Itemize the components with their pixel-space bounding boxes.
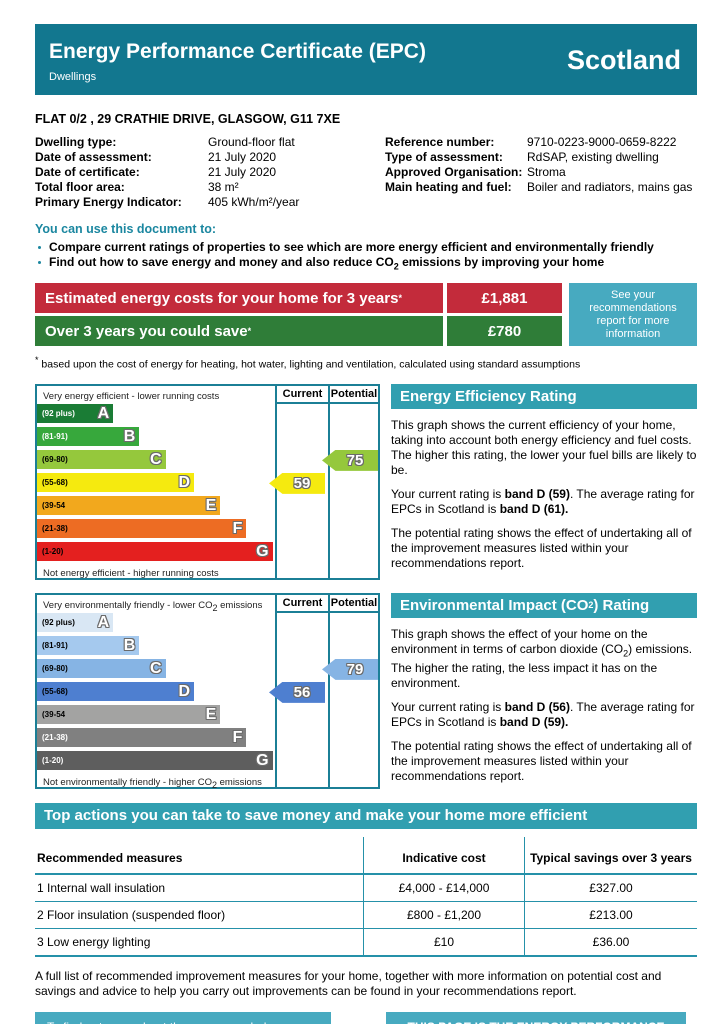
full-list-paragraph: A full list of recommended improvement m… <box>35 968 662 998</box>
cost-rows: Estimated energy costs for your home for… <box>35 283 562 349</box>
eer-paragraph-1: This graph shows the current efficiency … <box>391 417 697 477</box>
table-header-row: Recommended measures Indicative cost Typ… <box>35 836 697 873</box>
energy-efficiency-chart: Very energy efficient - lower running co… <box>35 383 380 580</box>
eer-potential-column: Potential 75 <box>322 385 378 578</box>
region-label: Scotland <box>566 45 681 75</box>
rating-band-c: (69-80) C <box>37 658 166 678</box>
property-address: FLAT 0/2 , 29 CRATHIE DRIVE, GLASGOW, G1… <box>35 112 341 126</box>
header-recommended-measures: Recommended measures <box>37 850 183 865</box>
rating-band-d: (55-68) D <box>37 681 195 701</box>
detail-row-floor-area: Total floor area: 38 m² <box>35 180 239 194</box>
property-details: Dwelling type: Ground-floor flat Date of… <box>35 135 697 210</box>
header-titles: Energy Performance Certificate (EPC) Dwe… <box>49 34 426 87</box>
eir-potential-rating-arrow: 79 <box>322 658 378 680</box>
details-right-column: Reference number: 9710-0223-9000-0659-82… <box>385 135 697 210</box>
costs-footnote: * based upon the cost of energy for heat… <box>35 355 581 371</box>
table-row: 3 Low energy lighting £10 £36.00 <box>35 927 697 955</box>
eer-current-column: Current 59 <box>269 385 328 578</box>
eir-paragraph-2: Your current rating is band D (56). The … <box>391 700 695 730</box>
eir-band-list: (92 plus) A (81-91) B (69-80) C (55-68) D (39-54… <box>37 612 275 774</box>
home-energy-scotland-box: To find out more about the recommended m… <box>35 1011 331 1024</box>
eer-bottom-caption: Not energy efficient - higher running co… <box>43 567 219 579</box>
rating-band-c: (69-80) C <box>37 449 166 469</box>
footer-boxes: To find out more about the recommended m… <box>35 1011 697 1024</box>
recommended-measures-table: Recommended measures Indicative cost Typ… <box>35 836 697 957</box>
detail-row-assessment-type: Type of assessment: RdSAP, existing dwel… <box>385 150 659 164</box>
rating-band-g: (1-20) G <box>37 541 273 561</box>
eer-current-rating-arrow: 59 <box>269 472 325 494</box>
certificate-notice-box: THIS PAGE IS THE ENERGY PERFORMANCE CERT… <box>386 1011 686 1024</box>
environmental-impact-section: Very environmentally friendly - lower CO… <box>35 592 697 790</box>
usage-bullet-2: Find out how to save energy and money an… <box>35 255 697 274</box>
detail-row-heating-fuel: Main heating and fuel: Boiler and radiat… <box>385 180 693 194</box>
eir-bottom-caption: Not environmentally friendly - higher CO… <box>43 776 262 790</box>
eer-band-list: (92 plus) A (81-91) B (69-80) C (55-68) D (39-54… <box>37 403 275 565</box>
rating-band-a: (92 plus) A <box>37 403 114 423</box>
usage-bullet-list: Compare current ratings of properties to… <box>35 240 697 274</box>
eir-current-column: Current 56 <box>269 594 328 787</box>
eir-top-caption: Very environmentally friendly - lower CO… <box>43 599 263 613</box>
eer-panel-title: Energy Efficiency Rating <box>391 383 697 409</box>
eer-text-panel: Energy Efficiency Rating This graph show… <box>391 383 697 580</box>
eir-paragraph-1: This graph shows the effect of your home… <box>391 626 693 691</box>
rating-band-d: (55-68) D <box>37 472 195 492</box>
estimated-costs-label: Estimated energy costs for your home for… <box>35 283 443 314</box>
rating-band-g: (1-20) G <box>37 750 273 770</box>
eir-current-rating-arrow: 56 <box>269 681 325 703</box>
table-row: 1 Internal wall insulation £4,000 - £14,… <box>35 872 697 901</box>
rating-band-b: (81-91) B <box>37 426 140 446</box>
detail-row-dwelling-type: Dwelling type: Ground-floor flat <box>35 135 295 149</box>
header-indicative-cost: Indicative cost <box>363 836 524 873</box>
eer-potential-header: Potential <box>330 385 378 404</box>
environmental-impact-chart: Very environmentally friendly - lower CO… <box>35 592 380 790</box>
energy-efficiency-section: Very energy efficient - lower running co… <box>35 383 697 580</box>
detail-row-reference-number: Reference number: 9710-0223-9000-0659-82… <box>385 135 677 149</box>
eir-text-panel: Environmental Impact (CO 2) Rating This g… <box>391 592 697 789</box>
eir-current-header: Current <box>277 594 328 613</box>
savings-label: Over 3 years you could save * <box>35 316 443 347</box>
eer-paragraph-3: The potential rating shows the effect of… <box>391 525 692 570</box>
savings-row: Over 3 years you could save * £780 <box>35 316 562 347</box>
estimated-costs-row: Estimated energy costs for your home for… <box>35 283 562 314</box>
energy-costs-summary: Estimated energy costs for your home for… <box>35 283 697 349</box>
recommendations-info-box: See your recommendations report for more… <box>569 283 697 347</box>
table-row: 2 Floor insulation (suspended floor) £80… <box>35 900 697 928</box>
eir-paragraph-3: The potential rating shows the effect of… <box>391 739 692 784</box>
usage-section-title: You can use this document to: <box>35 222 217 236</box>
detail-row-date-certificate: Date of certificate: 21 July 2020 <box>35 165 277 179</box>
rating-band-a: (92 plus) A <box>37 612 114 632</box>
page-title: Energy Performance Certificate (EPC) <box>49 40 426 63</box>
rating-band-f: (21-38) F <box>37 727 247 747</box>
page-subtitle: Dwellings <box>49 71 97 83</box>
rating-band-e: (39-54 E <box>37 704 221 724</box>
eir-panel-title: Environmental Impact (CO 2) Rating <box>391 592 697 618</box>
rating-band-b: (81-91) B <box>37 635 140 655</box>
top-actions-banner: Top actions you can take to save money a… <box>35 802 697 829</box>
detail-row-date-assessment: Date of assessment: 21 July 2020 <box>35 150 277 164</box>
detail-row-approved-organisation: Approved Organisation: Stroma <box>385 165 566 179</box>
header-banner: Energy Performance Certificate (EPC) Dwe… <box>35 24 697 95</box>
rating-band-e: (39-54 E <box>37 495 221 515</box>
eer-top-caption: Very energy efficient - lower running co… <box>43 390 220 402</box>
header-typical-savings: Typical savings over 3 years <box>524 836 697 873</box>
usage-bullet-1: Compare current ratings of properties to… <box>35 240 697 255</box>
eer-potential-rating-arrow: 75 <box>322 449 378 471</box>
eer-paragraph-2: Your current rating is band D (59). The … <box>391 486 695 516</box>
eer-current-header: Current <box>277 385 328 404</box>
eir-potential-header: Potential <box>330 594 378 613</box>
eir-potential-column: Potential 79 <box>322 594 378 787</box>
savings-value: £780 <box>447 316 562 347</box>
estimated-costs-value: £1,881 <box>447 283 562 314</box>
rating-band-f: (21-38) F <box>37 518 247 538</box>
detail-row-primary-energy: Primary Energy Indicator: 405 kWh/m²/yea… <box>35 195 300 209</box>
details-left-column: Dwelling type: Ground-floor flat Date of… <box>35 135 385 210</box>
